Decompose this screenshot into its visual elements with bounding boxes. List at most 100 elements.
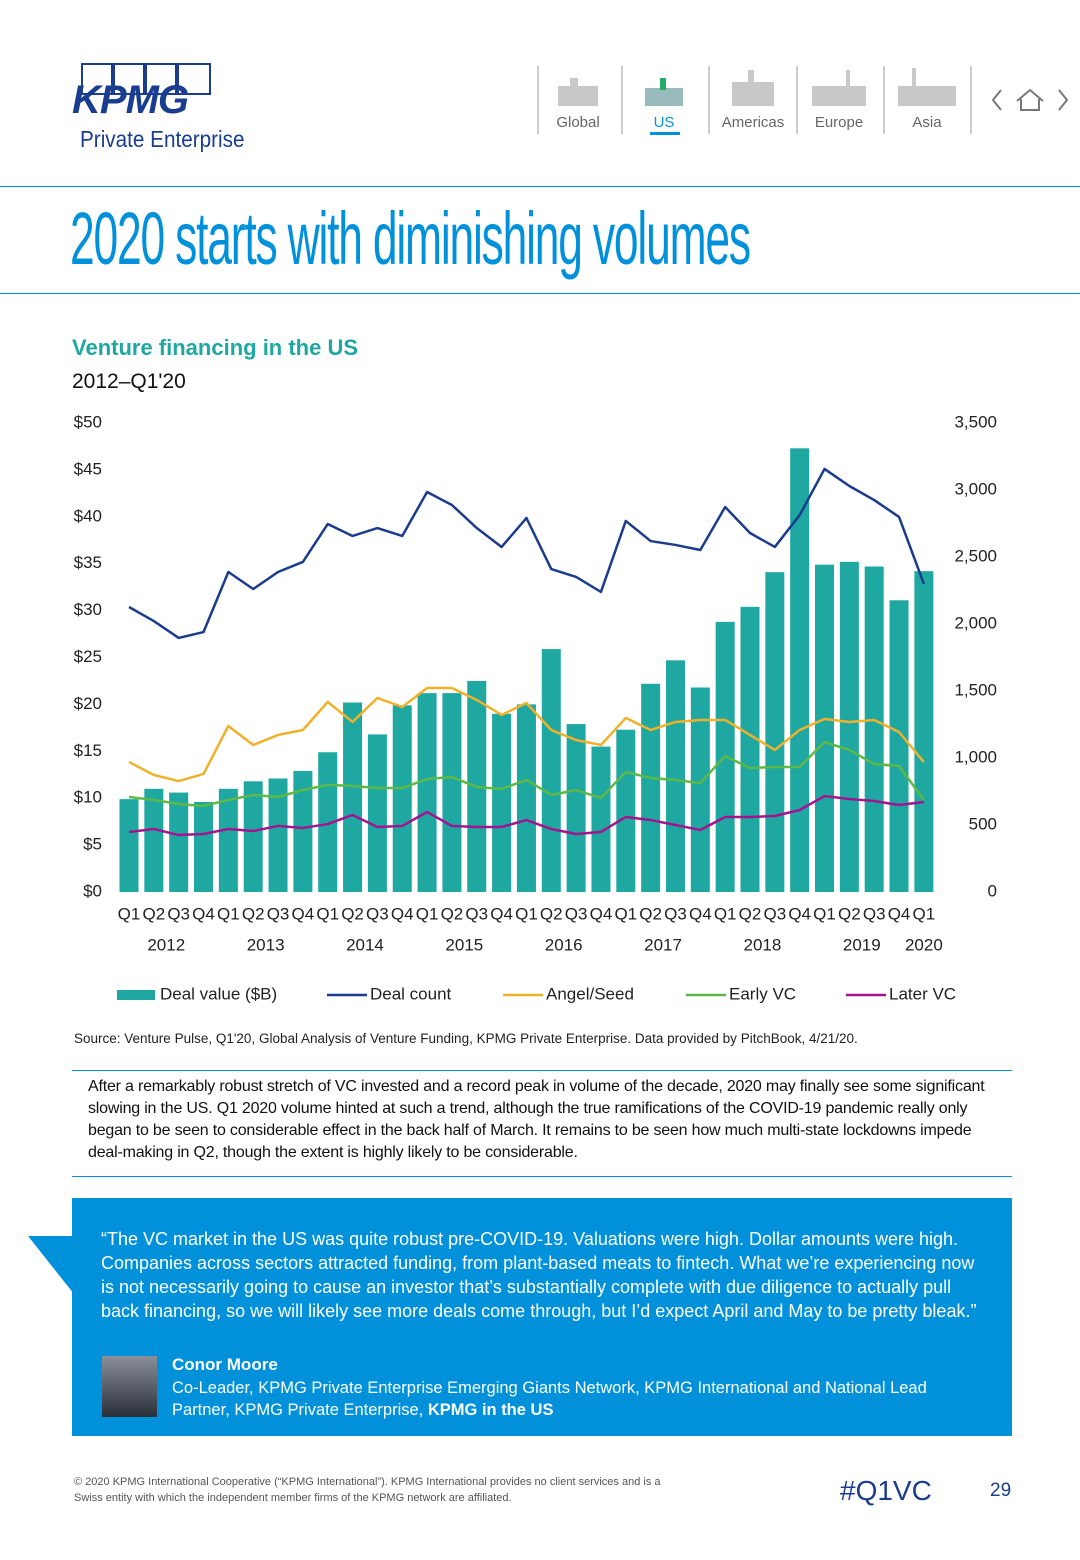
bar (417, 693, 437, 892)
bar (591, 746, 611, 892)
divider (72, 1070, 1012, 1071)
x-tick-label: Q4 (192, 904, 215, 923)
bar (566, 724, 586, 892)
x-tick-label: Q2 (639, 904, 662, 923)
page-title: 2020 starts with diminishing volumes (70, 197, 751, 280)
bar (541, 649, 561, 892)
bar (194, 801, 214, 892)
logo-subtitle: Private Enterprise (80, 126, 245, 152)
x-tick-label: Q1 (416, 904, 439, 923)
bar (293, 770, 313, 892)
x-tick-label: Q1 (316, 904, 339, 923)
quote-text: “The VC market in the US was quite robus… (101, 1229, 977, 1321)
x-tick-label: Q1 (217, 904, 240, 923)
y-tick-label: 2,000 (954, 613, 997, 632)
x-tick-label: Q3 (366, 904, 389, 923)
x-tick-label: Q3 (267, 904, 290, 923)
bar (839, 561, 859, 892)
nav-item[interactable]: Global (556, 114, 600, 131)
y-tick-label: $50 (74, 412, 102, 431)
x-tick-label: Q4 (292, 904, 315, 923)
bar (765, 572, 785, 892)
x-tick-label: Q1 (614, 904, 637, 923)
y-tick-label: $40 (74, 506, 102, 525)
x-tick-label: Q4 (888, 904, 911, 923)
y-tick-label: $20 (74, 694, 102, 713)
chart-subtitle: 2012–Q1'20 (72, 370, 186, 393)
x-tick-label: Q4 (788, 904, 811, 923)
nav-item[interactable]: US (653, 114, 675, 131)
year-label: 2017 (644, 935, 682, 954)
x-tick-label: Q3 (167, 904, 190, 923)
chart-title: Venture financing in the US (72, 335, 359, 360)
role-org: KPMG in the US (427, 1401, 554, 1419)
y-tick-label: 0 (988, 881, 997, 900)
x-tick-label: Q1 (714, 904, 737, 923)
y-tick-label: 3,500 (954, 412, 997, 431)
bar (144, 788, 164, 892)
divider (72, 1176, 1012, 1177)
y-tick-label: 3,000 (954, 479, 997, 498)
bar (864, 566, 884, 892)
logo: KPMG (72, 78, 189, 122)
bar (740, 606, 760, 892)
role-text: Co-Leader, KPMG Private Enterprise Emerg… (172, 1379, 927, 1419)
year-label: 2018 (744, 935, 782, 954)
year-label: 2012 (147, 935, 185, 954)
bar (641, 683, 661, 892)
y-tick-label: $45 (74, 459, 102, 478)
x-tick-label: Q4 (590, 904, 613, 923)
bar (119, 799, 139, 892)
bar (815, 564, 835, 892)
nav-icons (558, 68, 956, 106)
legend-label: Early VC (729, 984, 796, 1003)
x-tick-label: Q3 (565, 904, 588, 923)
nav-active-bar (650, 132, 680, 135)
nav-separators (537, 66, 972, 134)
legend-swatch (117, 990, 155, 1000)
quote-name: Conor Moore (172, 1355, 278, 1374)
y-tick-label: $10 (74, 788, 102, 807)
x-tick-label: Q4 (490, 904, 513, 923)
year-label: 2020 (905, 935, 943, 954)
bar (516, 704, 536, 892)
y-tick-label: 1,000 (954, 747, 997, 766)
y-tick-label: 1,500 (954, 680, 997, 699)
chart: $0 $5 $10 $15 $20 $25 $30 $35 $40 $45 $50 0 500 1,000… (74, 412, 997, 1003)
nav-item[interactable]: Europe (814, 114, 864, 131)
bar (268, 778, 288, 892)
x-tick-label: Q2 (441, 904, 464, 923)
x-tick-label: Q2 (242, 904, 265, 923)
portrait (102, 1356, 157, 1417)
quote-pointer (28, 1236, 74, 1294)
divider (0, 293, 1080, 294)
x-tick-label: Q2 (540, 904, 563, 923)
x-tick-label: Q3 (763, 904, 786, 923)
bar (218, 788, 238, 892)
nav-arrows[interactable] (991, 88, 1069, 111)
legend-label: Angel/Seed (546, 984, 634, 1003)
copyright: © 2020 KPMG International Cooperative (“… (74, 1476, 661, 1504)
legend-label: Later VC (889, 984, 956, 1003)
y-tick-label: $35 (74, 553, 102, 572)
x-tick-label: Q2 (838, 904, 861, 923)
bar (914, 571, 934, 892)
year-label: 2013 (247, 935, 285, 954)
legend-label: Deal value ($B) (160, 984, 277, 1003)
nav-item[interactable]: Asia (912, 114, 942, 131)
bar (616, 729, 636, 892)
nav-item[interactable]: Americas (721, 114, 785, 131)
year-label: 2014 (346, 935, 384, 954)
year-label: 2015 (445, 935, 483, 954)
y-tick-label: 2,500 (954, 546, 997, 565)
line (128, 740, 925, 808)
bar (169, 792, 189, 892)
logo-boxes (81, 63, 211, 95)
x-tick-label: Q2 (142, 904, 165, 923)
x-tick-label: Q4 (391, 904, 414, 923)
source: Source: Venture Pulse, Q1'20, Global Ana… (74, 1031, 858, 1046)
divider (0, 186, 1080, 187)
hashtag: #Q1VC (840, 1475, 932, 1506)
bar (367, 734, 387, 892)
